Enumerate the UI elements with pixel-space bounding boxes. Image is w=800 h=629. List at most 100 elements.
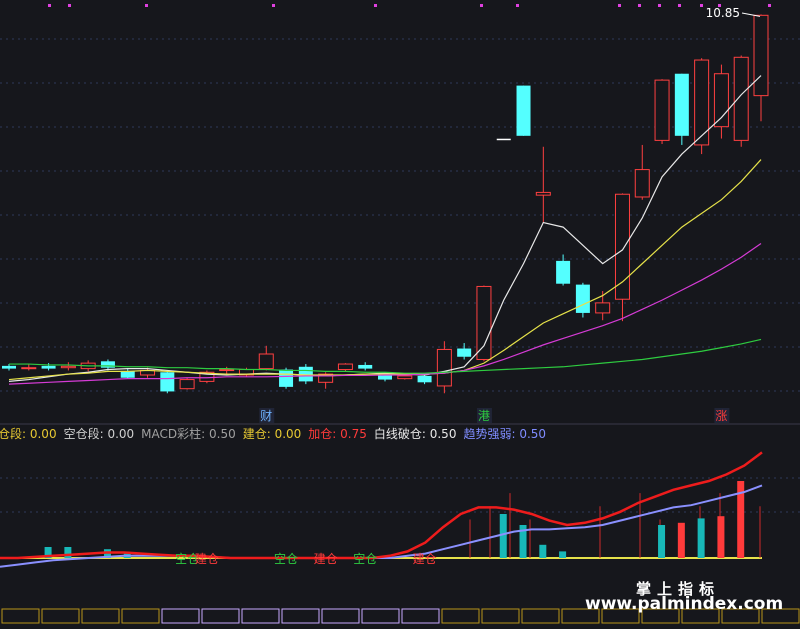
candle-body (21, 367, 37, 370)
legend-value: 0.50 (519, 427, 547, 441)
period-cell (241, 608, 280, 624)
legend-label: 加仓: (308, 427, 341, 441)
marker-dot (658, 4, 661, 7)
indicator-bar (658, 525, 666, 558)
candle-body (179, 379, 195, 390)
watermark-url: www.palmindex.com (585, 594, 784, 614)
legend-value: 0.00 (29, 427, 57, 441)
candle-body (733, 56, 749, 141)
indicator-bar (559, 551, 567, 558)
legend-value: 0.00 (107, 427, 135, 441)
candle (634, 144, 650, 200)
event-label: 财 (260, 409, 272, 423)
candle (179, 377, 195, 390)
legend-value: 0.50 (429, 427, 457, 441)
candle-body (457, 348, 472, 357)
legend-label: 趋势强弱: (463, 427, 520, 441)
candle (21, 364, 37, 371)
candle (516, 85, 531, 136)
event-label-bg (714, 408, 730, 423)
candle-body (378, 374, 392, 380)
candle-body (397, 375, 413, 380)
legend-value: 0.50 (209, 427, 236, 441)
indicator-bar (44, 547, 52, 558)
legend-label: 仓段: (0, 427, 30, 441)
candle (2, 364, 16, 371)
candle-body (258, 353, 274, 370)
marker-dot (145, 4, 148, 7)
indicator-bar (64, 547, 72, 558)
marker-dot (68, 4, 71, 7)
candle (674, 73, 689, 145)
candle-body (60, 365, 76, 369)
candle (535, 146, 551, 223)
period-cell (1, 608, 40, 624)
marker-dot (374, 4, 377, 7)
last-price-label: 10.85 (706, 6, 740, 20)
candle (614, 193, 630, 322)
event-label-bg (259, 408, 275, 423)
ma-line-1 (8, 75, 762, 382)
period-cell (641, 608, 680, 624)
event-label-bg (476, 408, 492, 423)
ma-line-4 (9, 338, 762, 374)
marker-dot (618, 4, 621, 7)
watermark-title: 掌上指标 (636, 580, 721, 598)
marker-dot (678, 4, 681, 7)
candle (575, 282, 590, 318)
candle-body (634, 169, 650, 198)
candle (219, 366, 235, 375)
period-cell (481, 608, 520, 624)
event-label: 涨 (715, 408, 727, 423)
period-cell (761, 608, 800, 624)
candle (41, 363, 56, 371)
period-cell (121, 608, 160, 624)
candle-body (358, 364, 373, 369)
ma-line-2 (8, 159, 762, 381)
period-bar (1, 608, 800, 624)
candle (358, 362, 373, 371)
candle-body (219, 369, 235, 372)
candle-body (160, 372, 175, 392)
candle (337, 363, 353, 372)
period-cell (201, 608, 240, 624)
marker-dot (48, 4, 51, 7)
candle-body (318, 373, 334, 383)
candle-body (41, 365, 56, 369)
candle-body (694, 59, 710, 146)
indicator-grid (0, 477, 800, 513)
candle (556, 254, 571, 286)
candle-body (654, 79, 670, 141)
candle (60, 362, 76, 371)
indicator-bar (737, 481, 745, 558)
signal-label: 空仓 (274, 552, 298, 566)
candle-body (535, 191, 551, 196)
period-cell (81, 608, 120, 624)
legend-value: 0.00 (274, 427, 302, 441)
marker-dot (638, 4, 641, 7)
candle-body (120, 370, 135, 378)
candle-body (100, 361, 115, 368)
candle-body (614, 193, 630, 300)
ma-line-3 (8, 243, 762, 385)
candle-body (595, 302, 611, 314)
indicator-bar (499, 514, 507, 558)
candle (298, 364, 313, 385)
indicator-bar (717, 516, 725, 558)
marker-dot (718, 4, 721, 7)
candle (457, 343, 472, 360)
marker-dot (516, 4, 519, 7)
candle (417, 375, 432, 385)
period-cell (681, 608, 720, 624)
candle (120, 368, 135, 379)
candle (654, 79, 670, 145)
candle-body (674, 73, 689, 136)
candle (694, 58, 710, 155)
period-cell (561, 608, 600, 624)
candle-body (337, 363, 353, 371)
event-labels: 财港涨 (259, 408, 730, 423)
indicator-bar (539, 544, 547, 558)
indicator-legend: 仓段: 0.00 空仓段: 0.00 MACD彩柱: 0.50 建仓: 0.00 加仓:… (0, 426, 546, 442)
